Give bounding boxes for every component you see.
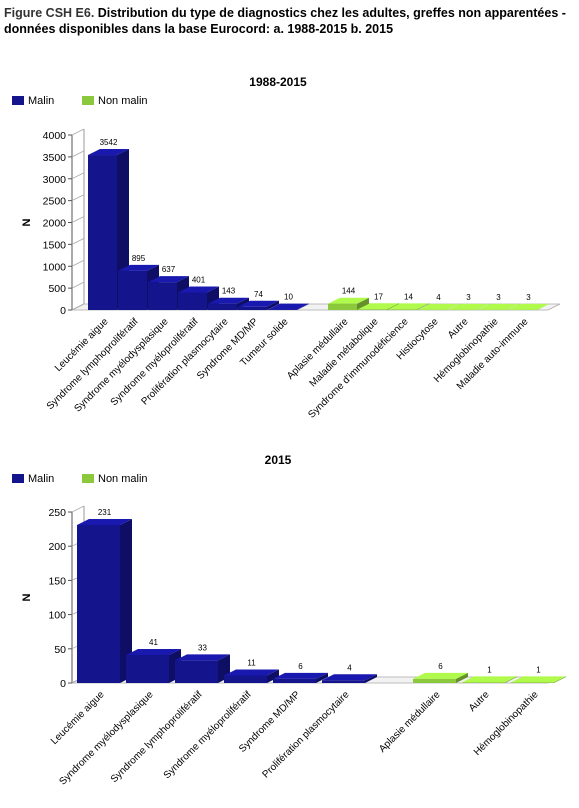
y-grid-diag: [72, 173, 84, 179]
value-label-aplasie-medullaire: 6: [438, 662, 443, 671]
bar-front: [77, 525, 120, 683]
y-grid-diag: [72, 151, 84, 157]
y-grid-diag: [72, 506, 84, 512]
value-label-syndrome-md-mp: 74: [254, 290, 263, 299]
value-label-proliferation-plasmocytaire: 4: [347, 663, 352, 672]
value-label-syndrome-md-mp: 6: [298, 662, 303, 671]
value-label-syndrome-myelodysplasique: 41: [149, 638, 158, 647]
bar-front: [126, 655, 169, 683]
figure-title: Figure CSH E6. Distribution du type de d…: [4, 5, 574, 37]
value-label-syndrome-d-immunodeficience: 14: [404, 292, 413, 301]
category-label-leucemie-aigue: Leucémie aigue: [53, 316, 111, 374]
legend-label-non-malin: Non malin: [98, 473, 148, 485]
bar-front: [148, 282, 177, 310]
y-grid-diag: [72, 238, 84, 244]
figure-label: Figure CSH E6.: [4, 6, 94, 20]
value-label-leucemie-aigue: 231: [98, 508, 112, 517]
y-tick-label: 250: [48, 507, 66, 519]
value-label-syndrome-lymphoproliferatif: 33: [198, 643, 207, 652]
y-grid-diag: [72, 260, 84, 266]
legend-label-malin: Malin: [28, 473, 54, 485]
y-tick-label: 200: [48, 541, 66, 553]
legend-swatch-malin: [12, 474, 24, 483]
y-tick-label: 3500: [43, 152, 67, 164]
bar-syndrome-lymphoproliferatif: [175, 654, 230, 683]
value-label-syndrome-myelodysplasique: 637: [162, 265, 176, 274]
category-label-autre: Autre: [446, 316, 471, 341]
bar-front: [462, 682, 505, 683]
bar-front: [511, 682, 554, 683]
y-axis-label: N: [21, 593, 33, 601]
bar-front: [118, 271, 147, 310]
legend-label-non-malin: Non malin: [98, 95, 148, 107]
bar-front: [273, 679, 316, 683]
chart-title: 2015: [265, 453, 292, 467]
y-axis-label: N: [21, 218, 33, 226]
bar-front: [224, 675, 267, 683]
value-label-leucemie-aigue: 3542: [100, 138, 118, 147]
value-label-maladie-metabolique: 17: [374, 292, 383, 301]
y-tick-label: 2500: [43, 196, 67, 208]
y-tick-label: 150: [48, 575, 66, 587]
legend-swatch-non-malin: [82, 474, 94, 483]
bar-front: [322, 680, 365, 683]
y-grid-diag: [72, 129, 84, 135]
category-label-syndrome-lymphoproliferatif: Syndrome lymphoprolifératif: [109, 689, 205, 785]
category-label-autre: Autre: [467, 689, 492, 714]
y-grid-diag: [72, 217, 84, 223]
value-label-syndrome-myeloproliferatif: 11: [247, 658, 256, 667]
bar-front: [178, 292, 207, 310]
y-tick-label: 50: [54, 644, 66, 656]
bar-front: [208, 304, 237, 310]
value-label-autre: 3: [466, 293, 471, 302]
bar-front: [388, 309, 417, 310]
category-label-syndrome-myelodysplasique: Syndrome myélodysplasique: [57, 689, 155, 787]
chart-title: 1988-2015: [249, 75, 307, 89]
bar-front: [238, 307, 267, 310]
bar-syndrome-myelodysplasique: [126, 649, 181, 683]
legend-swatch-non-malin: [82, 96, 94, 105]
chart-1988-2015: 1988-2015 Malin Non malin 0 500 1000 1500 2000 2…: [0, 70, 579, 430]
bar-front: [175, 660, 218, 683]
y-grid-diag: [72, 195, 84, 201]
y-tick-label: 0: [60, 678, 66, 690]
category-label-aplasie-medullaire: Aplasie médullaire: [377, 689, 443, 755]
category-label-syndrome-myeloproliferatif: Syndrome myéloprolifératif: [162, 689, 254, 781]
y-tick-label: 2000: [43, 218, 67, 230]
bar-leucemie-aigue: [77, 519, 132, 683]
y-tick-label: 0: [60, 305, 66, 317]
category-label-proliferation-plasmocytaire: Prolifération plasmocytaire: [261, 689, 352, 780]
value-label-proliferation-plasmocytaire: 143: [222, 287, 236, 296]
value-label-tumeur-solide: 10: [284, 293, 293, 302]
bar-front: [328, 304, 357, 310]
value-label-histiocytose: 4: [436, 293, 441, 302]
value-label-aplasie-medullaire: 144: [342, 287, 356, 296]
y-tick-label: 100: [48, 610, 66, 622]
bar-syndrome-myeloproliferatif: [224, 669, 279, 683]
legend-swatch-malin: [12, 96, 24, 105]
value-label-maladie-auto-immune: 3: [526, 293, 531, 302]
bar-front: [358, 309, 387, 310]
value-label-autre: 1: [487, 665, 492, 674]
y-tick-label: 4000: [43, 130, 67, 142]
y-tick-label: 3000: [43, 174, 67, 186]
bar-front: [88, 155, 117, 310]
y-grid-diag: [72, 282, 84, 288]
y-tick-label: 1000: [43, 261, 67, 273]
bar-front: [413, 679, 456, 683]
value-label-syndrome-lymphoproliferatif: 895: [132, 254, 146, 263]
value-label-syndrome-myeloproliferatif: 401: [192, 275, 206, 284]
y-tick-label: 1500: [43, 239, 67, 251]
value-label-hemoglobinopathie: 3: [496, 293, 501, 302]
y-tick-label: 500: [48, 283, 66, 295]
value-label-hemoglobinopathie: 1: [536, 665, 541, 674]
legend-label-malin: Malin: [28, 95, 54, 107]
